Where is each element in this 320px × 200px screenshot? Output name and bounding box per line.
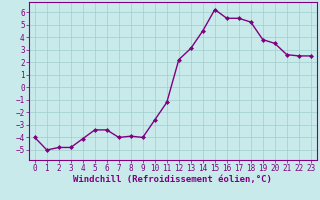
X-axis label: Windchill (Refroidissement éolien,°C): Windchill (Refroidissement éolien,°C) [73, 175, 272, 184]
